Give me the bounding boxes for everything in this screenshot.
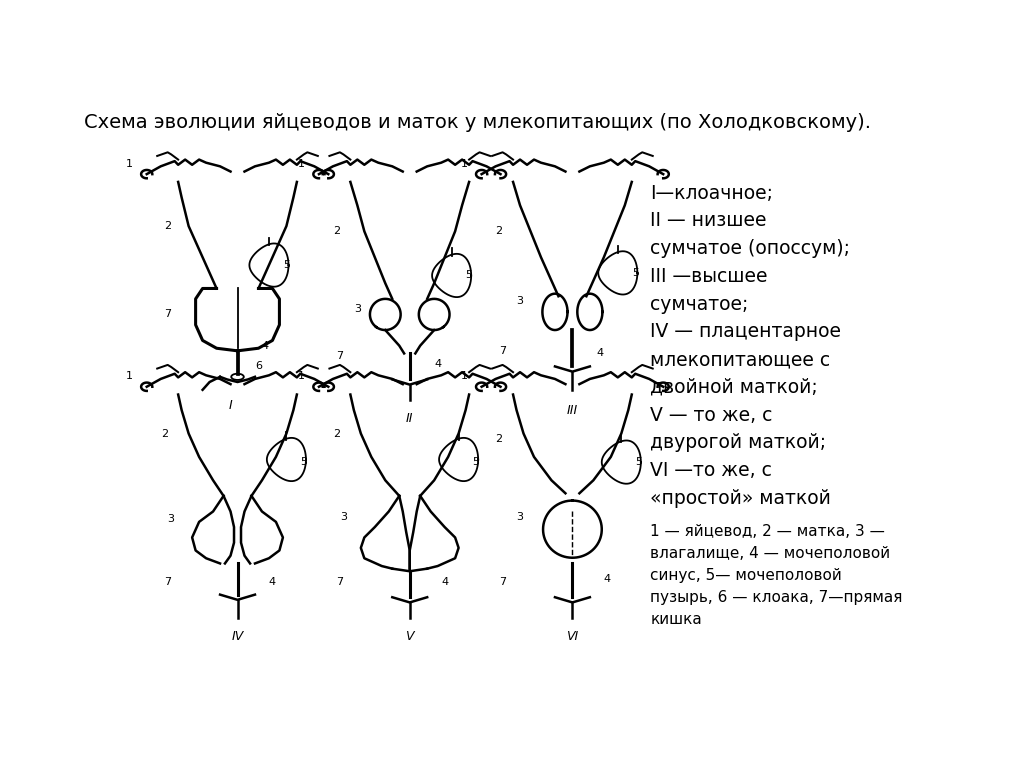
Text: влагалище, 4 — мочеполовой: влагалище, 4 — мочеполовой: [650, 546, 890, 561]
Text: I: I: [228, 399, 232, 412]
Text: Схема эволюции яйцеводов и маток у млекопитающих (по Холодковскому).: Схема эволюции яйцеводов и маток у млеко…: [84, 113, 870, 132]
Text: 7: 7: [336, 351, 343, 361]
Text: 5: 5: [635, 457, 642, 467]
Text: 7: 7: [164, 309, 171, 320]
Text: млекопитающее с: млекопитающее с: [650, 350, 830, 369]
Text: 1: 1: [461, 159, 468, 169]
Text: 1: 1: [126, 159, 133, 169]
Text: 4: 4: [441, 577, 449, 587]
Text: 5: 5: [300, 457, 307, 467]
Text: синус, 5— мочеполовой: синус, 5— мочеполовой: [650, 568, 842, 583]
Text: 3: 3: [340, 512, 347, 522]
Text: 2: 2: [164, 221, 171, 231]
Text: II — низшее: II — низшее: [650, 212, 767, 230]
Text: 1: 1: [298, 159, 305, 169]
Text: IV — плацентарное: IV — плацентарное: [650, 322, 841, 341]
Text: 2: 2: [496, 433, 503, 444]
Text: 4: 4: [597, 348, 604, 358]
Text: 4: 4: [604, 574, 611, 584]
Text: 7: 7: [336, 577, 343, 587]
Text: II: II: [406, 412, 414, 425]
Text: V — то же, с: V — то же, с: [650, 406, 772, 425]
Text: 5: 5: [472, 457, 479, 467]
Text: 3: 3: [354, 304, 360, 314]
Text: 4: 4: [269, 577, 276, 587]
Text: 2: 2: [333, 429, 340, 439]
Text: 3: 3: [168, 514, 175, 525]
Text: сумчатое;: сумчатое;: [650, 295, 749, 314]
Text: 6: 6: [255, 361, 262, 371]
Text: III —высшее: III —высшее: [650, 267, 768, 286]
Text: 4: 4: [262, 341, 269, 351]
Text: 7: 7: [499, 577, 506, 587]
Text: двойной маткой;: двойной маткой;: [650, 378, 818, 397]
Text: I—клоачное;: I—клоачное;: [650, 183, 773, 202]
Text: 1 — яйцевод, 2 — матка, 3 —: 1 — яйцевод, 2 — матка, 3 —: [650, 525, 885, 539]
Text: пузырь, 6 — клоака, 7—прямая: пузырь, 6 — клоака, 7—прямая: [650, 590, 902, 605]
Text: 5: 5: [632, 268, 639, 278]
Text: VI —то же, с: VI —то же, с: [650, 461, 772, 480]
Text: 2: 2: [496, 226, 503, 236]
Text: 7: 7: [164, 577, 171, 587]
Text: V: V: [406, 630, 414, 643]
Text: сумчатое (опоссум);: сумчатое (опоссум);: [650, 239, 850, 258]
Text: 3: 3: [516, 512, 523, 522]
Text: 7: 7: [499, 346, 506, 356]
Text: 3: 3: [516, 297, 523, 307]
Text: двурогой маткой;: двурогой маткой;: [650, 433, 826, 453]
Text: III: III: [567, 404, 578, 417]
Text: 1: 1: [461, 371, 468, 381]
Text: 2: 2: [161, 429, 168, 439]
Text: 1: 1: [298, 371, 305, 381]
Text: 1: 1: [126, 371, 133, 381]
Text: 2: 2: [333, 226, 340, 236]
Text: «простой» маткой: «простой» маткой: [650, 489, 831, 508]
Text: кишка: кишка: [650, 612, 701, 627]
Text: 4: 4: [434, 359, 441, 369]
Text: IV: IV: [231, 630, 244, 643]
Text: 5: 5: [466, 271, 473, 281]
Text: VI: VI: [566, 630, 579, 643]
Text: 5: 5: [283, 260, 290, 270]
